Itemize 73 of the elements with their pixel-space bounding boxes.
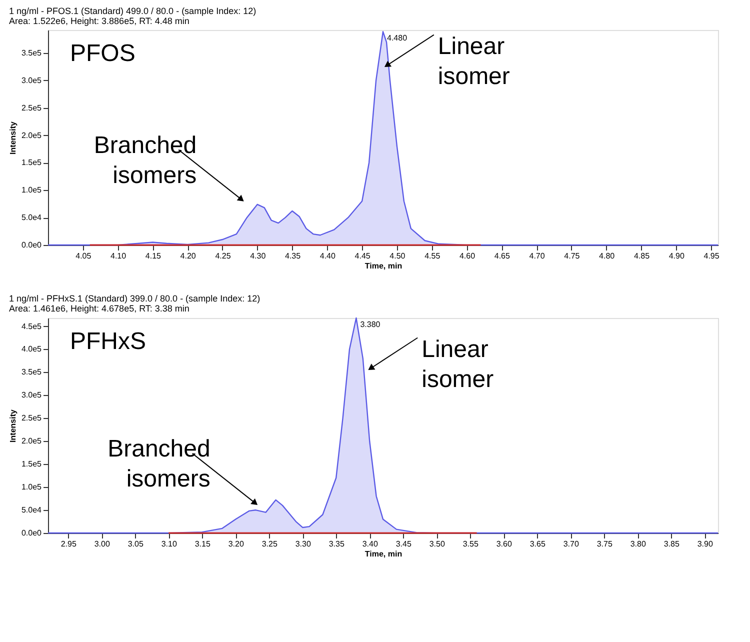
x-tick-label: 3.40 — [362, 540, 378, 548]
x-axis-title: Time, min — [364, 262, 402, 270]
x-tick-label: 3.60 — [496, 540, 512, 548]
x-tick-label: 3.55 — [462, 540, 479, 548]
x-tick-label: 3.20 — [228, 540, 244, 548]
x-tick-label: 3.30 — [295, 540, 312, 548]
annotation: Linear isomer — [422, 336, 494, 393]
annotation: Branched isomers — [108, 435, 210, 492]
y-tick-label: 4.0e5 — [21, 344, 42, 354]
x-tick-label: 3.90 — [697, 540, 714, 548]
y-tick-label: 3.5e5 — [21, 368, 42, 377]
chart-title: 1 ng/ml - PFHxS.1 (Standard) 399.0 / 80.0 - (sample Index: 12) — [8, 293, 260, 304]
x-tick-label: 2.95 — [60, 540, 77, 548]
y-tick-label: 1.0e5 — [21, 482, 42, 492]
x-tick-label: 4.35 — [284, 252, 302, 260]
y-tick-label: 2.0e5 — [21, 436, 42, 446]
y-tick-label: 0.0e0 — [21, 528, 42, 538]
chart-title: 1 ng/ml - PFOS.1 (Standard) 499.0 / 80.0 - (sample Index: 12) — [8, 6, 256, 16]
y-axis-title: Intensity — [8, 409, 18, 442]
y-tick-label: 5.0e4 — [21, 506, 42, 515]
y-tick-label: 3.5e5 — [21, 48, 42, 58]
annotation: PFHxS — [70, 328, 146, 355]
y-tick-label: 2.5e5 — [21, 414, 42, 423]
y-axis-title: Intensity — [8, 121, 18, 154]
annotation: 3.380 — [360, 320, 381, 329]
x-tick-label: 3.65 — [530, 540, 546, 548]
x-tick-label: 4.60 — [459, 252, 476, 260]
y-tick-label: 1.0e5 — [21, 186, 42, 195]
annotation: Branched isomers — [94, 132, 197, 189]
annotation: Linear isomer — [438, 32, 510, 90]
x-tick-label: 3.50 — [429, 540, 446, 548]
x-tick-label: 4.90 — [668, 252, 685, 260]
y-tick-label: 2.5e5 — [21, 103, 42, 112]
x-axis-title: Time, min — [364, 550, 402, 558]
x-tick-label: 3.35 — [328, 540, 345, 548]
x-tick-label: 3.05 — [128, 540, 144, 548]
x-tick-label: 3.80 — [630, 540, 646, 548]
x-tick-label: 4.05 — [76, 252, 92, 260]
annotation: 4.480 — [387, 34, 408, 43]
x-tick-label: 4.85 — [634, 252, 650, 260]
x-tick-label: 4.30 — [250, 252, 266, 260]
x-tick-label: 4.10 — [110, 252, 127, 260]
y-tick-label: 3.0e5 — [21, 390, 42, 400]
x-tick-label: 4.15 — [145, 252, 162, 260]
y-tick-label: 1.5e5 — [21, 158, 42, 168]
x-tick-label: 3.85 — [664, 540, 680, 548]
x-tick-label: 3.45 — [396, 540, 412, 548]
y-tick-label: 5.0e4 — [21, 213, 42, 222]
x-tick-label: 3.10 — [161, 540, 178, 548]
x-tick-label: 4.50 — [390, 252, 406, 260]
x-tick-label: 4.75 — [564, 252, 580, 260]
x-tick-label: 4.25 — [215, 252, 232, 260]
x-tick-label: 3.00 — [94, 540, 110, 548]
x-tick-label: 4.55 — [424, 252, 441, 260]
x-tick-label: 3.75 — [596, 540, 613, 548]
x-tick-label: 4.80 — [599, 252, 616, 260]
x-tick-label: 3.25 — [262, 540, 278, 548]
x-tick-label: 3.70 — [563, 540, 580, 548]
x-tick-label: 4.95 — [704, 252, 720, 260]
x-tick-label: 4.20 — [180, 252, 196, 260]
y-tick-label: 2.0e5 — [21, 130, 42, 140]
x-tick-label: 4.65 — [494, 252, 510, 260]
chart-subtitle: Area: 1.461e6, Height: 4.678e5, RT: 3.38 min — [8, 303, 190, 314]
annotation: PFOS — [70, 40, 136, 67]
x-tick-label: 4.40 — [320, 252, 336, 260]
y-tick-label: 4.5e5 — [21, 322, 42, 331]
x-tick-label: 4.70 — [529, 252, 546, 260]
y-tick-label: 3.0e5 — [21, 76, 42, 85]
y-tick-label: 0.0e0 — [21, 240, 42, 250]
chart-subtitle: Area: 1.522e6, Height: 3.886e5, RT: 4.48 min — [8, 16, 190, 26]
y-tick-label: 1.5e5 — [21, 460, 42, 469]
x-tick-label: 4.45 — [354, 252, 371, 260]
x-tick-label: 3.15 — [194, 540, 211, 548]
